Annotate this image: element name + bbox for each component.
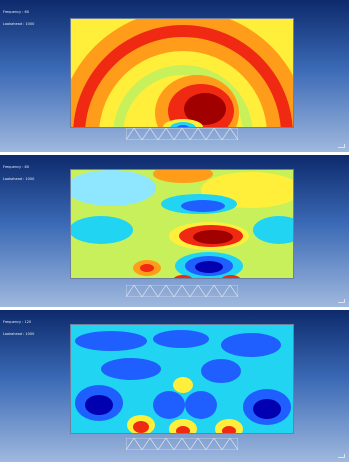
truss-structure-icon <box>126 128 238 140</box>
frequency-label: Frequency : 120 <box>3 320 32 324</box>
viewport-3[interactable]: Frequency : 120 Lookahead : 1000 <box>0 310 349 462</box>
hud-readout: Frequency : 60 Lookahead : 1000 <box>3 2 34 34</box>
frequency-label: Frequency : 60 <box>3 10 29 14</box>
viewport-1[interactable]: Frequency : 60 Lookahead : 1000 <box>0 0 349 152</box>
field-contour-map <box>71 19 293 127</box>
truss-structure-icon <box>126 285 238 297</box>
truss-structure-icon <box>126 438 238 450</box>
hud-readout: Frequency : 120 Lookahead : 1000 <box>3 312 34 344</box>
hud-readout: Frequency : 80 Lookahead : 1000 <box>3 157 34 189</box>
axis-triad-icon <box>338 299 345 303</box>
viewport-2[interactable]: Frequency : 80 Lookahead : 1000 <box>0 155 349 307</box>
axis-triad-icon <box>338 144 345 148</box>
acoustic-field-plot <box>70 324 294 434</box>
lookahead-label: Lookahead : 1000 <box>3 332 35 336</box>
lookahead-label: Lookahead : 1000 <box>3 177 35 181</box>
acoustic-field-plot <box>70 18 294 128</box>
frequency-label: Frequency : 80 <box>3 165 29 169</box>
lookahead-label: Lookahead : 1000 <box>3 22 35 26</box>
axis-triad-icon <box>338 454 345 458</box>
field-contour-map <box>71 325 293 433</box>
field-contour-map <box>71 170 293 278</box>
acoustic-field-plot <box>70 169 294 279</box>
